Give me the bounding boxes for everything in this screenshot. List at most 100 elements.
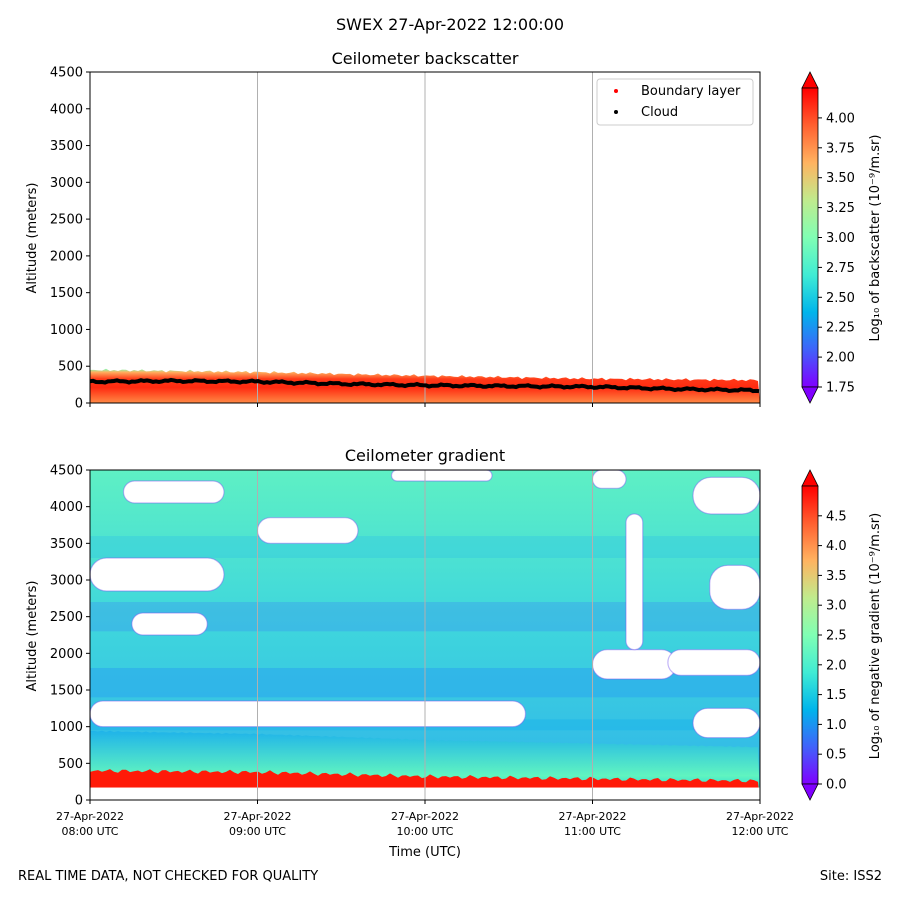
gradient-panel: 0 500 1000 1500 2000 2500 3000 3500 4000 4500 27-… xyxy=(25,446,883,860)
gradient-colorbar-tick-label: 3.0 xyxy=(826,599,847,614)
colorbar-extend-min xyxy=(801,386,819,404)
backscatter-y-tick-label: 2000 xyxy=(50,249,83,264)
backscatter-colorbar-tick-label: 2.50 xyxy=(826,291,855,306)
gradient-y-tick-label: 3000 xyxy=(50,574,83,589)
backscatter-grid xyxy=(257,72,593,403)
gradient-colorbar-tick-label: 4.5 xyxy=(826,509,847,524)
legend-boundary-layer-label: Boundary layer xyxy=(641,84,741,99)
colorbar-bar xyxy=(801,485,819,785)
backscatter-colorbar-tick-label: 3.00 xyxy=(826,231,855,246)
gradient-colorbar-tick-label: 2.5 xyxy=(826,629,847,644)
gradient-colorbar-tick-label: 1.5 xyxy=(826,688,847,703)
gradient-clear-region xyxy=(692,707,760,739)
gradient-clear-region xyxy=(131,612,208,636)
gradient-colorbar-tick-label: 4.0 xyxy=(826,539,847,554)
gradient-grid xyxy=(257,470,593,800)
backscatter-y-tick-label: 4500 xyxy=(50,66,83,81)
colorbar-bar xyxy=(801,87,819,388)
gradient-clear-region xyxy=(122,480,225,504)
backscatter-title: Ceilometer backscatter xyxy=(332,49,519,68)
gradient-x-tick-label: 27-Apr-2022 xyxy=(726,810,794,823)
gradient-clear-regions xyxy=(90,470,760,739)
gradient-x-tick-label: 09:00 UTC xyxy=(229,825,286,838)
backscatter-y-tick-label: 2500 xyxy=(50,213,83,228)
gradient-y-tick-label: 1500 xyxy=(50,684,83,699)
gradient-x-tick-label: 11:00 UTC xyxy=(564,825,621,838)
gradient-clear-region xyxy=(667,649,760,676)
colorbar-extend-max xyxy=(801,469,819,487)
backscatter-colorbar-tick-label: 2.75 xyxy=(826,261,855,276)
gradient-x-tick-label: 08:00 UTC xyxy=(61,825,118,838)
gradient-clear-region xyxy=(390,470,493,482)
gradient-y-axis: 0 500 1000 1500 2000 2500 3000 3500 4000 4500 xyxy=(50,464,90,809)
backscatter-y-tick-label: 500 xyxy=(58,360,83,375)
gradient-title: Ceilometer gradient xyxy=(345,446,505,465)
backscatter-colorbar-tick-label: 4.00 xyxy=(826,111,855,126)
gradient-y-tick-label: 0 xyxy=(75,794,83,809)
gradient-clear-region xyxy=(709,564,760,610)
gradient-colorbar-tick-label: 1.0 xyxy=(826,718,847,733)
backscatter-y-tick-label: 3000 xyxy=(50,176,83,191)
backscatter-colorbar-tick-label: 3.25 xyxy=(826,201,855,216)
gradient-y-tick-label: 2000 xyxy=(50,647,83,662)
backscatter-y-label: Altitude (meters) xyxy=(25,183,40,294)
colorbar-extend-max xyxy=(801,71,819,89)
gradient-colorbar-label: Log₁₀ of negative gradient (10⁻⁹/m.sr) xyxy=(868,513,883,759)
backscatter-y-tick-label: 4000 xyxy=(50,102,83,117)
backscatter-colorbar-label: Log₁₀ of backscatter (10⁻⁹/m.sr) xyxy=(868,135,883,342)
gradient-clear-region xyxy=(90,700,527,728)
backscatter-y-tick-label: 1000 xyxy=(50,323,83,338)
gradient-y-label: Altitude (meters) xyxy=(25,581,40,692)
legend-cloud-label: Cloud xyxy=(641,105,678,120)
backscatter-colorbar-tick-label: 2.25 xyxy=(826,321,855,336)
gradient-colorbar-tick-label: 0.0 xyxy=(826,778,847,793)
gradient-clear-region xyxy=(591,649,677,680)
gradient-colorbar-tick-label: 2.0 xyxy=(826,658,847,673)
gradient-clear-region xyxy=(256,517,359,544)
legend-box xyxy=(596,78,754,126)
backscatter-y-tick-label: 0 xyxy=(75,397,83,412)
backscatter-colorbar-tick-label: 2.00 xyxy=(826,351,855,366)
gradient-x-tick-label: 27-Apr-2022 xyxy=(558,810,626,823)
backscatter-y-tick-label: 3500 xyxy=(50,139,83,154)
backscatter-colorbar-tick-label: 3.50 xyxy=(826,171,855,186)
quality-disclaimer: REAL TIME DATA, NOT CHECKED FOR QUALITY xyxy=(18,869,319,884)
cloud-series xyxy=(90,377,760,394)
backscatter-colorbar-ticks: 1.75 2.00 2.25 2.50 2.75 3.00 3.25 3.50 3.75 4.00 xyxy=(818,111,855,396)
gradient-x-axis: 27-Apr-2022 08:00 UTC 27-Apr-2022 09:00 UTC… xyxy=(56,800,794,838)
backscatter-colorbar-tick-label: 3.75 xyxy=(826,141,855,156)
backscatter-x-axis xyxy=(89,403,761,407)
gradient-x-tick-label: 27-Apr-2022 xyxy=(56,810,124,823)
backscatter-colorbar-tick-label: 1.75 xyxy=(826,381,855,396)
gradient-y-tick-label: 1000 xyxy=(50,720,83,735)
backscatter-panel: 0 500 1000 1500 2000 2500 3000 3500 4000 4500 Cei… xyxy=(25,49,883,412)
legend-cloud-marker xyxy=(614,110,618,114)
gradient-colorbar-tick-label: 3.5 xyxy=(826,569,847,584)
gradient-y-tick-label: 4500 xyxy=(50,464,83,479)
backscatter-legend: Boundary layer Cloud xyxy=(596,78,754,126)
gradient-y-tick-label: 3500 xyxy=(50,537,83,552)
gradient-x-tick-label: 12:00 UTC xyxy=(731,825,788,838)
backscatter-y-axis: 0 500 1000 1500 2000 2500 3000 3500 4000 4500 xyxy=(50,66,90,412)
backscatter-y-tick-label: 1500 xyxy=(50,286,83,301)
gradient-x-tick-label: 27-Apr-2022 xyxy=(223,810,291,823)
gradient-y-tick-label: 4000 xyxy=(50,500,83,515)
backscatter-colorbar: 1.75 2.00 2.25 2.50 2.75 3.00 3.25 3.50 3.75 4.00… xyxy=(801,71,883,404)
gradient-y-tick-label: 500 xyxy=(58,757,83,772)
gradient-colorbar: 0.0 0.5 1.0 1.5 2.0 2.5 3.0 3.5 4.0 4.5 Log₁₀ of … xyxy=(801,469,883,801)
gradient-colorbar-tick-label: 0.5 xyxy=(826,748,847,763)
site-label: Site: ISS2 xyxy=(819,869,882,884)
gradient-y-tick-label: 2500 xyxy=(50,610,83,625)
legend-boundary-layer-marker xyxy=(614,89,618,93)
gradient-colorbar-ticks: 0.0 0.5 1.0 1.5 2.0 2.5 3.0 3.5 4.0 4.5 xyxy=(818,509,847,793)
gradient-x-label: Time (UTC) xyxy=(388,845,461,860)
gradient-clear-region xyxy=(591,470,627,489)
gradient-clear-region xyxy=(692,476,760,515)
figure-title: SWEX 27-Apr-2022 12:00:00 xyxy=(335,15,564,34)
gradient-x-tick-label: 10:00 UTC xyxy=(396,825,453,838)
gradient-x-tick-label: 27-Apr-2022 xyxy=(391,810,459,823)
gradient-clear-region xyxy=(90,557,225,592)
colorbar-extend-min xyxy=(801,783,819,801)
gradient-clear-region xyxy=(625,513,644,651)
